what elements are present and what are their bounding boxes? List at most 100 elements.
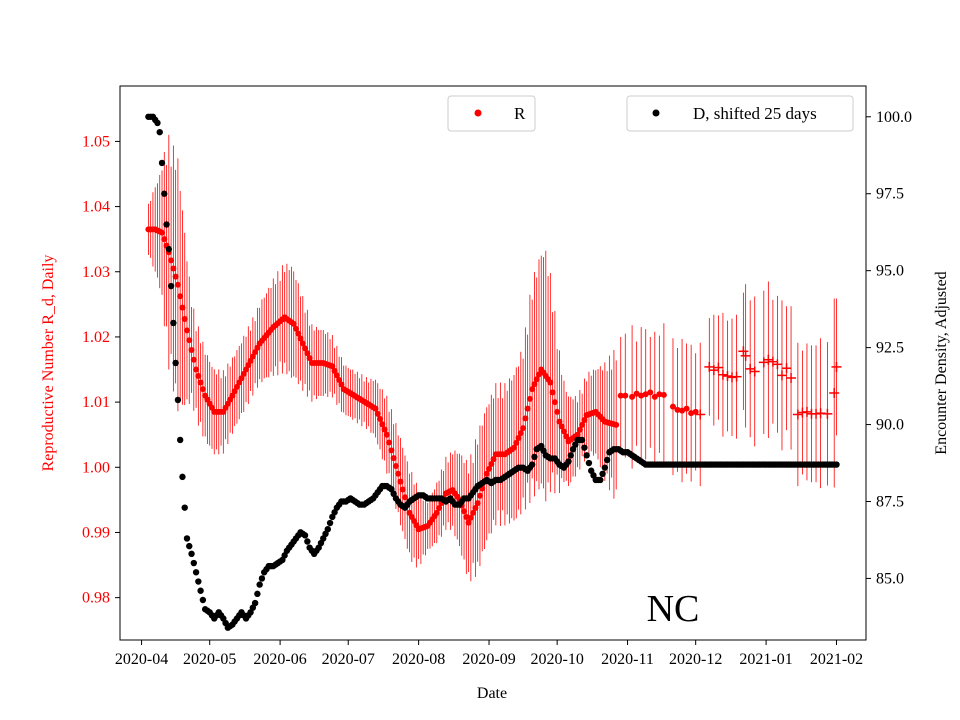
- r-point: [638, 392, 645, 399]
- r-point: [642, 391, 649, 398]
- r-point: [486, 465, 493, 472]
- r-point: [392, 462, 399, 469]
- r-point: [535, 371, 542, 378]
- y-axis-right: 85.0 87.5 90.0 92.5 95.0 97.5 100.0: [866, 109, 912, 587]
- x-tick-label: 2020-11: [601, 651, 654, 668]
- legend-r: R: [447, 95, 536, 132]
- d-point: [158, 159, 166, 167]
- r-point: [490, 456, 497, 463]
- r-point: [488, 461, 495, 468]
- state-label: NC: [647, 588, 700, 630]
- r-point: [297, 335, 304, 342]
- r-point: [513, 439, 520, 446]
- r-point: [692, 408, 699, 415]
- r-point: [563, 433, 570, 440]
- y-left-tick-label: 1.05: [82, 133, 110, 150]
- d-point: [186, 542, 193, 550]
- r-point: [333, 372, 340, 379]
- r-point: [679, 407, 686, 414]
- d-point: [174, 396, 182, 404]
- y-right-tick-label: 92.5: [876, 340, 904, 357]
- y-right-tick-label: 85.0: [876, 570, 904, 587]
- d-point: [601, 464, 609, 471]
- r-point: [483, 470, 490, 477]
- d-point: [181, 504, 188, 511]
- d-point: [183, 535, 191, 542]
- y-right-tick-label: 100.0: [876, 109, 912, 126]
- r-point: [161, 236, 168, 243]
- x-tick-label: 2021-02: [810, 651, 863, 668]
- r-point: [476, 492, 483, 499]
- r-point: [172, 273, 179, 280]
- d-point: [301, 532, 309, 539]
- y-left-tick-label: 0.98: [82, 590, 110, 607]
- x-axis: 2020-04 2020-05 2020-06 2020-07 2020-08 2020-…: [115, 640, 863, 668]
- x-axis-title: Date: [477, 685, 507, 702]
- d-point: [326, 519, 334, 527]
- d-point: [161, 190, 168, 197]
- r-point: [374, 410, 381, 417]
- r-point: [292, 325, 299, 332]
- r-point: [526, 395, 533, 402]
- r-point: [381, 426, 388, 433]
- d-point: [304, 538, 311, 545]
- x-tick-label: 2020-10: [530, 651, 583, 668]
- r-point: [651, 393, 658, 400]
- d-point: [170, 319, 177, 327]
- r-point: [463, 513, 470, 520]
- d-point: [567, 452, 574, 459]
- r-point: [174, 281, 181, 288]
- r-point: [197, 379, 204, 386]
- legend-d: D, shifted 25 days: [626, 95, 854, 132]
- legend-d-label: D, shifted 25 days: [693, 104, 817, 123]
- r-point: [290, 320, 297, 327]
- d-point: [603, 456, 611, 464]
- r-point: [379, 421, 386, 428]
- r-point: [633, 390, 640, 397]
- r-point: [388, 447, 395, 454]
- r-point: [329, 363, 336, 370]
- r-point: [181, 316, 188, 323]
- r-point: [474, 500, 481, 507]
- r-point: [383, 431, 390, 438]
- r-point: [683, 405, 690, 412]
- x-tick-label: 2020-07: [322, 651, 375, 668]
- d-point: [583, 452, 590, 459]
- r-point: [302, 345, 309, 352]
- r-point: [556, 418, 563, 425]
- r-point: [170, 265, 177, 272]
- d-point: [163, 221, 170, 228]
- legend-r-marker: [474, 109, 482, 117]
- r-point: [186, 337, 193, 344]
- r-point: [199, 386, 206, 393]
- r-point: [622, 392, 629, 399]
- r-point: [168, 257, 175, 264]
- y-left-tick-label: 1.04: [82, 199, 110, 216]
- r-point: [529, 386, 536, 393]
- d-point: [251, 599, 259, 607]
- r-point: [574, 431, 581, 438]
- r-point: [579, 421, 586, 428]
- y-axis-left: 0.98 0.99 1.00 1.01 1.02 1.03 1.04 1.05: [82, 133, 120, 607]
- r-point: [336, 376, 343, 383]
- d-point: [597, 476, 604, 484]
- r-point: [551, 399, 558, 406]
- d-point: [254, 590, 261, 598]
- r-point: [436, 505, 443, 512]
- d-point: [172, 359, 179, 367]
- r-point: [581, 417, 588, 424]
- r-point: [470, 509, 477, 516]
- r-point: [304, 350, 311, 357]
- r-point: [177, 293, 184, 300]
- r-point: [467, 514, 474, 521]
- r-point: [511, 444, 518, 451]
- d-point: [167, 282, 175, 290]
- r-point: [647, 389, 654, 396]
- d-point: [188, 550, 195, 558]
- r-point: [465, 519, 472, 526]
- r-point: [549, 389, 556, 396]
- y-left-tick-label: 1.02: [82, 329, 110, 346]
- r-point: [402, 494, 409, 501]
- r-point: [433, 509, 440, 516]
- r-point: [390, 455, 397, 462]
